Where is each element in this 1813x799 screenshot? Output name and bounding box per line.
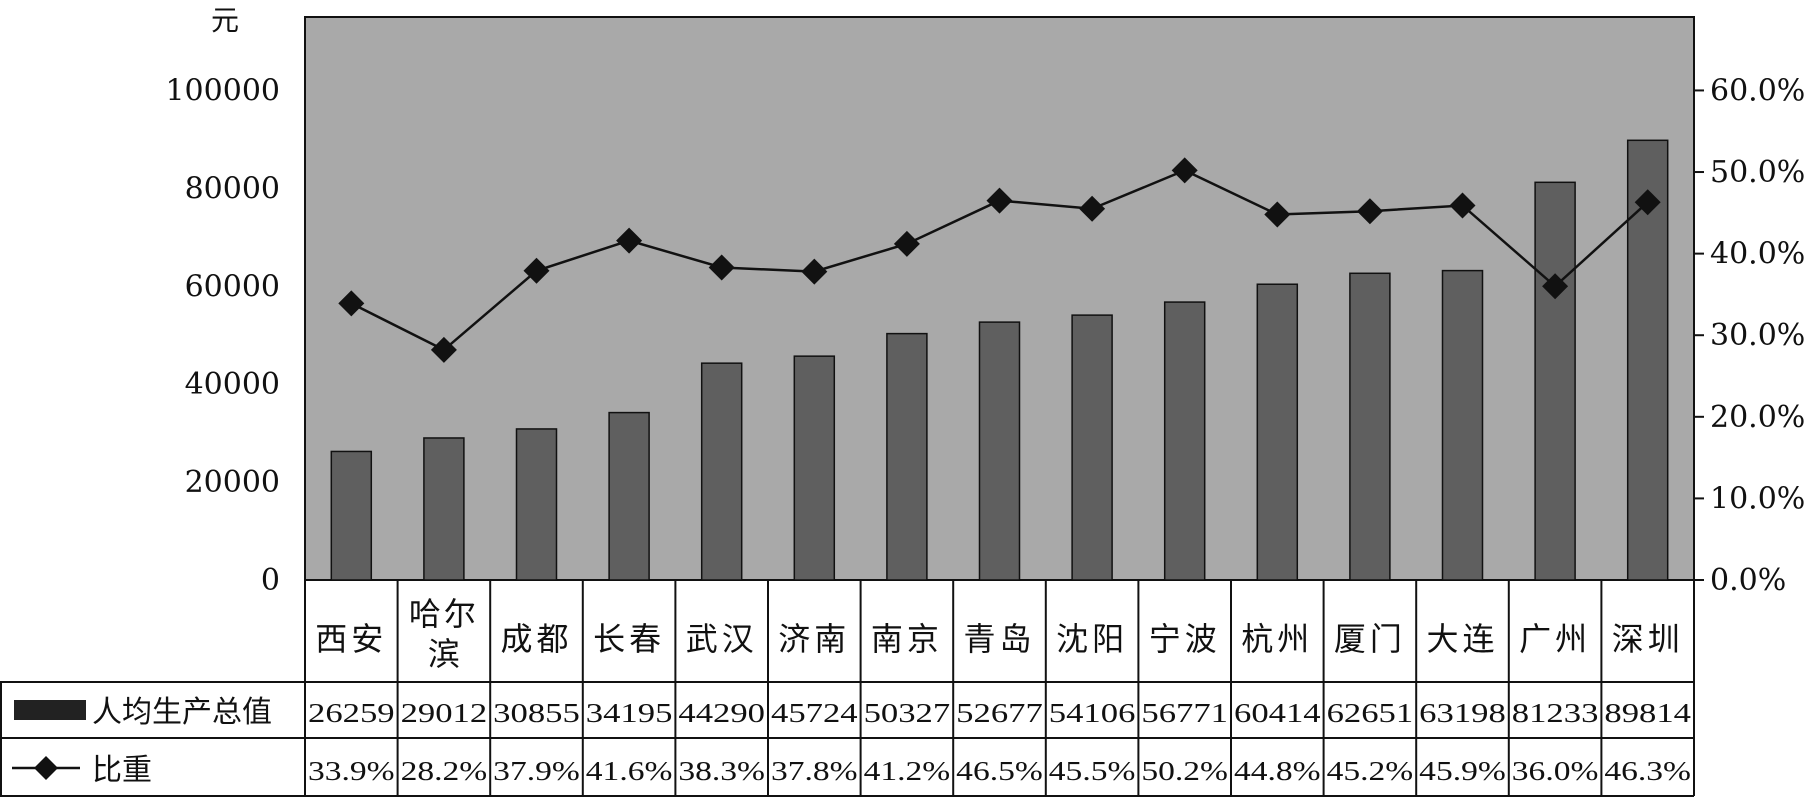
x-tick-label: 武汉	[686, 620, 758, 658]
data-label-bar: 29012	[401, 698, 488, 728]
bar	[1349, 272, 1391, 581]
data-label-line: 45.5%	[1049, 756, 1136, 786]
bar	[1534, 181, 1576, 581]
line-point	[986, 187, 1013, 214]
data-label-bar: 81233	[1512, 698, 1599, 728]
bar	[423, 437, 465, 581]
line-point	[616, 227, 643, 254]
data-label-bar: 62651	[1327, 698, 1414, 728]
bar	[515, 428, 558, 581]
data-label-line: 50.2%	[1141, 756, 1228, 786]
legend-label-bar: 人均生产总值	[92, 695, 272, 730]
y-tick-label: 0	[261, 563, 280, 598]
bar	[1256, 283, 1299, 581]
line-point	[1449, 192, 1476, 219]
bar	[978, 321, 1021, 581]
y2-tick-label: 10.0%	[1710, 481, 1805, 516]
x-tick-label: 深圳	[1612, 620, 1684, 658]
x-tick-label: 杭州	[1241, 620, 1313, 658]
y2-tick-label: 20.0%	[1710, 400, 1805, 435]
data-label-line: 45.2%	[1327, 756, 1414, 786]
x-tick-label: 济南	[778, 620, 850, 658]
data-label-bar: 63198	[1419, 698, 1506, 728]
data-label-bar: 50327	[864, 698, 951, 728]
y-tick-label: 80000	[185, 171, 280, 206]
x-tick-label: 广州	[1519, 620, 1591, 658]
x-tick-label: 宁波	[1149, 620, 1221, 658]
data-label-line: 33.9%	[308, 756, 395, 786]
data-label-line: 46.5%	[956, 756, 1043, 786]
data-label-bar: 89814	[1604, 698, 1691, 728]
data-label-line: 28.2%	[401, 756, 488, 786]
line-point	[708, 254, 735, 281]
data-label-line: 44.8%	[1234, 756, 1321, 786]
bar	[1071, 314, 1113, 581]
data-label-bar: 52677	[956, 698, 1043, 728]
bar	[886, 332, 928, 581]
bar	[700, 362, 743, 581]
legend-swatch-bar	[14, 700, 86, 720]
data-label-line: 37.8%	[771, 756, 858, 786]
legend-swatch-marker	[34, 756, 58, 780]
y-tick-label: 20000	[185, 465, 280, 500]
line-point	[1634, 189, 1661, 216]
x-tick-label: 长春	[593, 620, 665, 658]
bar	[1441, 269, 1484, 581]
data-label-line: 38.3%	[678, 756, 765, 786]
data-label-bar: 30855	[493, 698, 580, 728]
y2-tick-label: 40.0%	[1710, 237, 1805, 272]
data-label-bar: 60414	[1234, 698, 1321, 728]
data-label-bar: 54106	[1049, 698, 1136, 728]
x-tick-label: 青岛	[963, 620, 1035, 658]
y2-tick-label: 30.0%	[1710, 318, 1805, 353]
line-point	[523, 257, 550, 284]
line-point	[1356, 198, 1383, 225]
y-axis-unit: 元	[211, 4, 239, 37]
data-label-line: 37.9%	[493, 756, 580, 786]
bar	[330, 450, 373, 581]
x-tick-label: 厦门	[1334, 620, 1406, 658]
line-point	[1079, 195, 1106, 222]
x-tick-label: 哈尔滨	[409, 595, 479, 673]
bar	[608, 411, 650, 581]
x-tick-label: 沈阳	[1056, 620, 1128, 658]
line-point	[1171, 157, 1198, 184]
data-label-bar: 26259	[308, 698, 395, 728]
line-point	[1542, 273, 1569, 300]
bar	[1163, 301, 1206, 581]
line-point	[430, 336, 457, 363]
legend-label-line: 比重	[92, 753, 152, 788]
data-label-bar: 45724	[771, 698, 858, 728]
y2-tick-label: 0.0%	[1710, 563, 1786, 598]
data-label-line: 45.9%	[1419, 756, 1506, 786]
y-tick-label: 100000	[165, 73, 280, 108]
data-label-line: 36.0%	[1512, 756, 1599, 786]
line-point	[338, 290, 365, 317]
x-tick-label: 西安	[315, 620, 387, 658]
data-label-line: 46.3%	[1604, 756, 1691, 786]
y-tick-label: 40000	[185, 367, 280, 402]
x-tick-label: 南京	[871, 620, 943, 658]
bar	[793, 355, 836, 581]
x-tick-label: 大连	[1426, 620, 1498, 658]
x-tick-label: 成都	[500, 620, 572, 658]
y-tick-label: 60000	[185, 269, 280, 304]
data-label-bar: 56771	[1141, 698, 1228, 728]
data-label-line: 41.6%	[586, 756, 673, 786]
line-point	[893, 230, 920, 257]
y2-tick-label: 60.0%	[1710, 73, 1805, 108]
data-label-line: 41.2%	[864, 756, 951, 786]
y2-tick-label: 50.0%	[1710, 155, 1805, 190]
data-label-bar: 34195	[586, 698, 673, 728]
line-point	[801, 258, 828, 285]
data-label-bar: 44290	[678, 698, 765, 728]
line-point	[1264, 201, 1291, 228]
